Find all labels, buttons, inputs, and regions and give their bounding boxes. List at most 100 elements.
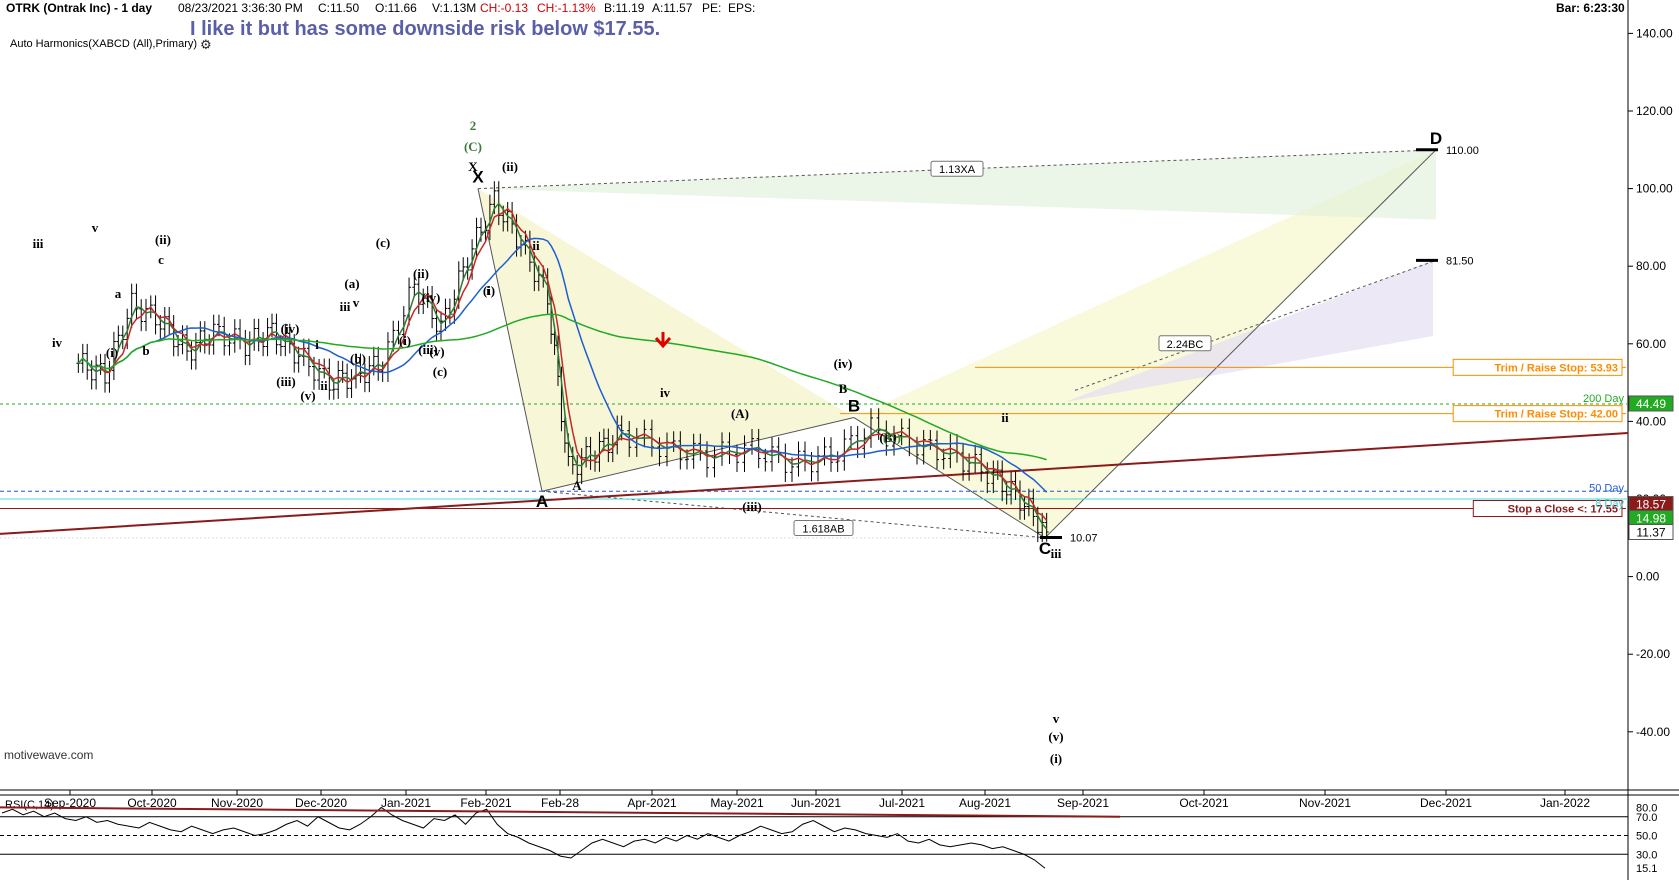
wave-label: iii xyxy=(33,236,44,251)
wave-label: v xyxy=(92,220,99,235)
level-label-box xyxy=(1452,358,1623,376)
y-tick-label: 140.00 xyxy=(1636,26,1673,40)
harmonic-xab-fill xyxy=(478,188,854,492)
x-tick-label: Apr-2021 xyxy=(627,796,677,810)
wave-label: (iv) xyxy=(422,290,441,305)
wave-label: A xyxy=(572,478,582,493)
wave-label: (i) xyxy=(483,283,495,298)
wave-label: (ii) xyxy=(155,232,171,247)
wave-label: X xyxy=(468,159,478,174)
ma-50-line xyxy=(77,237,1048,493)
ratio-line-xd xyxy=(477,149,1437,190)
ratio-label-box xyxy=(793,520,854,537)
x-tick-label: Jan-2021 xyxy=(381,796,431,810)
wave-label: iii xyxy=(1051,546,1062,561)
x-tick-label: Sep-2020 xyxy=(44,796,96,810)
level-label: Trim / Raise Stop: 53.93 xyxy=(1495,362,1619,374)
projection-purple-fill xyxy=(1065,260,1433,402)
wave-label: (iv) xyxy=(834,356,853,371)
x-tick-label: Dec-2020 xyxy=(295,796,347,810)
y-tick-label: -40.00 xyxy=(1636,725,1670,739)
x-tick-label: Jul-2021 xyxy=(879,796,925,810)
target-label: 81.50 xyxy=(1446,255,1474,267)
price-tag xyxy=(1628,395,1674,412)
wave-label: (iii) xyxy=(276,374,296,389)
x-tick-label: May-2021 xyxy=(710,796,764,810)
study-label[interactable]: Auto Harmonics(XABCD (All),Primary) xyxy=(10,38,198,50)
leg-ab xyxy=(541,417,855,492)
x-tick-label: Sep-2021 xyxy=(1057,796,1109,810)
target-label: 110.00 xyxy=(1446,145,1479,157)
x-tick-label: Oct-2021 xyxy=(1179,796,1229,810)
header-ask: A:11.57 xyxy=(652,1,693,15)
wave-label: v xyxy=(353,295,360,310)
price-tag-label: 11.37 xyxy=(1636,525,1665,539)
ma-label: 50 Day xyxy=(1589,482,1624,494)
wave-label: (iii) xyxy=(418,342,438,357)
x-tick-label: Jan-2022 xyxy=(1540,796,1590,810)
bar-timer: Bar: 6:23:30 xyxy=(1556,1,1625,15)
wave-label: (v) xyxy=(429,344,444,359)
target-label: 10.07 xyxy=(1070,533,1098,545)
x-tick-label: Nov-2021 xyxy=(1299,796,1351,810)
header-bid: B:11.19 xyxy=(604,1,645,15)
symbol-title: OTRK (Ontrak Inc) - 1 day xyxy=(6,1,153,15)
level-label-box xyxy=(1472,500,1623,518)
ratio-label: 1.618AB xyxy=(802,524,844,536)
price-tag xyxy=(1628,523,1674,540)
projection-green-fill xyxy=(478,149,1436,220)
rsi-tick-label: 15.1 xyxy=(1636,863,1657,875)
red-down-arrow-icon xyxy=(654,332,672,349)
wave-label: B xyxy=(839,381,848,396)
wave-label: (v) xyxy=(1048,729,1063,744)
x-tick-label: Dec-2021 xyxy=(1420,796,1472,810)
wave-label: (i) xyxy=(106,345,118,360)
ratio-label: 1.13XA xyxy=(939,164,976,176)
trendline xyxy=(0,432,1629,535)
wave-label: (a) xyxy=(344,276,359,291)
leg-cd xyxy=(1044,149,1437,539)
ma-label: 200 Day xyxy=(1583,393,1624,405)
wave-label: (i) xyxy=(1050,751,1062,766)
header-open: O:11.66 xyxy=(375,1,417,15)
y-tick-label: -20.00 xyxy=(1636,647,1670,661)
ma-200-line xyxy=(77,313,1047,461)
header-datetime: 08/23/2021 3:36:30 PM xyxy=(178,1,303,15)
price-tag-label: 18.57 xyxy=(1636,498,1666,512)
harmonic-point-label: A xyxy=(536,492,548,511)
level-label: Trim / Raise Stop: 42.00 xyxy=(1495,409,1619,421)
x-tick-label: Nov-2020 xyxy=(211,796,263,810)
harmonic-point-label: D xyxy=(1430,129,1442,148)
y-tick-label: 0.00 xyxy=(1636,570,1660,584)
wave-label: (c) xyxy=(433,364,447,379)
wave-label: (v) xyxy=(300,388,315,403)
wave-label: c xyxy=(158,252,164,267)
harmonic-bcd-fill xyxy=(854,149,1436,538)
wave-label: i xyxy=(315,337,319,352)
y-tick-label: 120.00 xyxy=(1636,104,1673,118)
header-close: C:11.50 xyxy=(318,1,360,15)
y-tick-label: 100.00 xyxy=(1636,182,1673,196)
wave-label: a xyxy=(115,286,122,301)
rsi-tick-label: 80.0 xyxy=(1636,802,1657,814)
header-volume: V:1.13M xyxy=(432,1,477,15)
wave-label: ii xyxy=(320,378,328,393)
harmonic-point-label: X xyxy=(472,168,484,187)
wave-label: (B) xyxy=(879,430,896,445)
ratio-line-bd xyxy=(1074,259,1437,391)
leg-xa xyxy=(477,188,543,492)
gear-icon[interactable]: ⚙ xyxy=(200,37,212,52)
wave-label: (i) xyxy=(399,333,411,348)
ratio-label-box xyxy=(1158,335,1212,352)
wave-label: (ii) xyxy=(502,159,518,174)
wave-label: (A) xyxy=(731,406,749,421)
x-tick-label: Feb-28 xyxy=(541,796,579,810)
header-change-pct: CH:-1.13% xyxy=(537,1,596,15)
wave-label: (C) xyxy=(883,430,901,445)
x-tick-label: Oct-2020 xyxy=(127,796,177,810)
rsi-tick-label: 50.0 xyxy=(1636,831,1657,843)
rsi-line xyxy=(1,806,1046,869)
wave-label: b xyxy=(142,343,149,358)
ratio-label: 2.24BC xyxy=(1167,339,1204,351)
